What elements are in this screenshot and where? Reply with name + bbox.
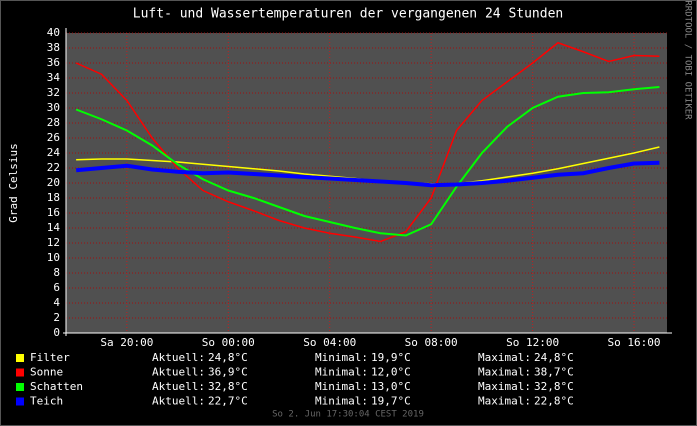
stat-value: 32,8°C [208,380,248,393]
legend-label: Teich [30,395,63,408]
footer: So 2. Jun 17:30:04 CEST 2019 [272,410,424,420]
y-tick-label: 0 [53,326,60,339]
y-tick-label: 22 [47,161,60,174]
legend-swatch [16,354,24,362]
stat-label: Aktuell: [152,380,205,393]
legend-swatch [16,368,24,377]
stat-label: Minimal: [315,380,368,393]
legend-label: Schatten [30,380,83,393]
stat-value: 12,0°C [371,366,411,379]
side-text: RRDTOOL / TOBI OETIKER [683,0,693,120]
y-tick-label: 20 [47,176,60,189]
y-tick-label: 16 [47,206,60,219]
x-tick-label: So 16:00 [608,336,661,349]
stat-label: Minimal: [315,366,368,379]
y-tick-label: 14 [47,221,61,234]
y-tick-label: 26 [47,131,60,144]
stat-value: 36,9°C [208,366,248,379]
y-tick-label: 28 [47,116,60,129]
legend-swatch [16,397,24,406]
x-tick-label: So 04:00 [303,336,356,349]
y-axis-label: Grad Celsius [7,143,20,222]
stat-label: Minimal: [315,351,368,364]
y-tick-label: 38 [47,41,60,54]
data-line [75,86,660,237]
y-tick-label: 4 [53,296,60,309]
stat-value: 24,8°C [208,351,248,364]
x-tick-label: So 12:00 [506,336,559,349]
stat-value: 38,7°C [534,366,574,379]
y-tick-label: 30 [47,101,60,114]
y-tick-label: 36 [47,56,60,69]
y-tick-label: 6 [53,281,60,294]
stat-label: Aktuell: [152,351,205,364]
stat-value: 22,7°C [208,395,248,408]
y-tick-label: 40 [47,26,60,39]
legend-swatch [16,383,24,391]
legend-label: Filter [30,351,70,364]
stat-label: Maximal: [478,366,531,379]
x-tick-label: So 08:00 [405,336,458,349]
stat-value: 22,8°C [534,395,574,408]
legend-label: Sonne [30,366,63,379]
chart-title: Luft- und Wassertemperaturen der vergang… [133,7,563,22]
stat-value: 19,7°C [371,395,411,408]
y-tick-label: 18 [47,191,60,204]
stat-value: 13,0°C [371,380,411,393]
stat-value: 24,8°C [534,351,574,364]
x-tick-label: So 00:00 [202,336,255,349]
data-line [75,41,660,243]
stat-label: Aktuell: [152,395,205,408]
y-tick-label: 2 [53,311,60,324]
y-tick-label: 34 [47,71,61,84]
stat-label: Aktuell: [152,366,205,379]
stat-value: 19,9°C [371,351,411,364]
stat-value: 32,8°C [534,380,574,393]
y-tick-label: 12 [47,236,60,249]
stat-label: Maximal: [478,380,531,393]
stat-label: Minimal: [315,395,368,408]
stat-label: Maximal: [478,351,531,364]
x-tick-label: Sa 20:00 [100,336,153,349]
y-tick-label: 32 [47,86,60,99]
y-tick-label: 10 [47,251,60,264]
y-tick-label: 24 [47,146,61,159]
stat-label: Maximal: [478,395,531,408]
data-line [75,160,660,188]
y-tick-label: 8 [53,266,60,279]
